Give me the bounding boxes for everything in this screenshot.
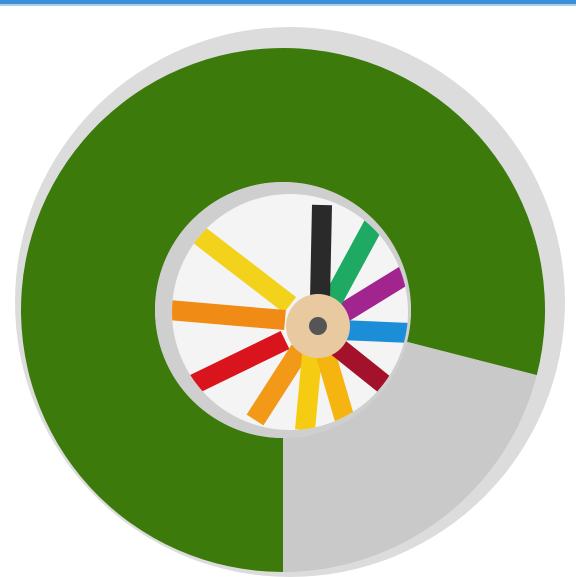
progress-donut [0,0,576,577]
top-border [0,0,576,4]
top-border-shadow [0,4,576,6]
page: {"chart_data": {"type": "donut", "values… [0,0,576,577]
